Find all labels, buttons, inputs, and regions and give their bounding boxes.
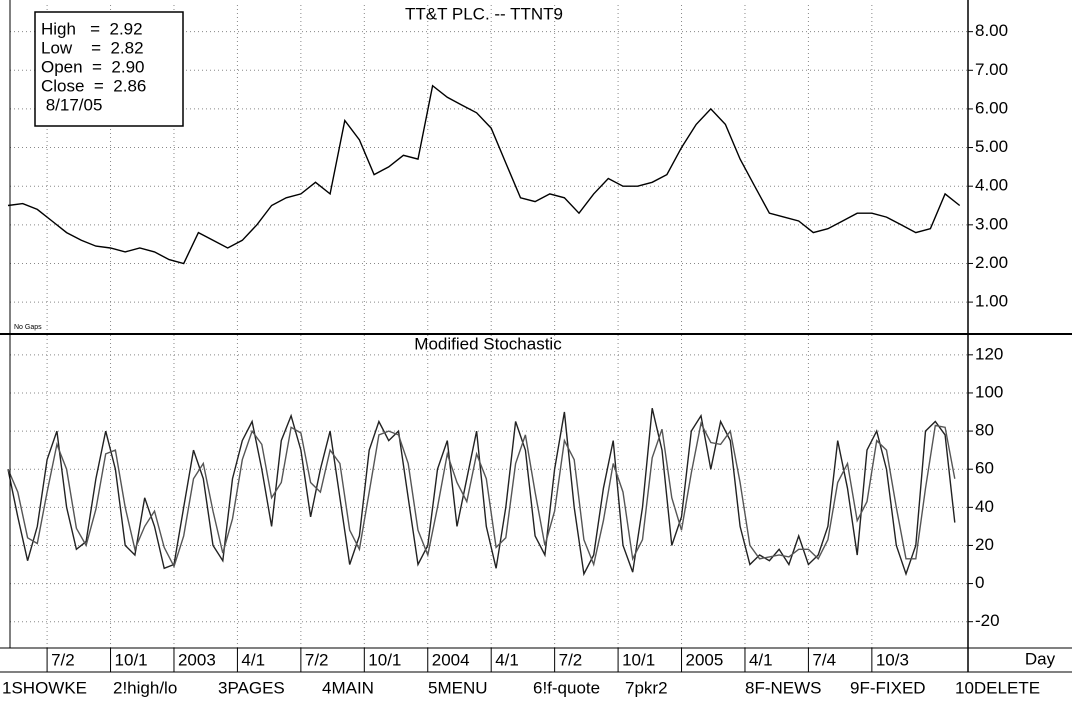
- y-tick-label: 2.00: [975, 253, 1008, 272]
- x-tick-label: 10/1: [368, 650, 401, 669]
- function-key[interactable]: 7pkr2: [625, 678, 668, 697]
- info-line: Low = 2.82: [41, 38, 144, 57]
- y-tick-label: -20: [975, 611, 1000, 630]
- function-key[interactable]: 1SHOWKE: [2, 678, 87, 697]
- function-key[interactable]: 2!high/lo: [113, 678, 177, 697]
- x-tick-label: 4/1: [749, 650, 773, 669]
- y-tick-label: 1.00: [975, 292, 1008, 311]
- function-key[interactable]: 3PAGES: [218, 678, 285, 697]
- x-tick-label: 10/1: [622, 650, 655, 669]
- x-tick-label: 7/2: [51, 650, 75, 669]
- screen: TT&T PLC. -- TTNT9 Modified Stochastic N…: [0, 0, 1072, 703]
- y-tick-label: 100: [975, 382, 1003, 401]
- y-tick-label: 4.00: [975, 176, 1008, 195]
- y-tick-label: 0: [975, 573, 984, 592]
- gaps-note: No Gaps: [14, 324, 42, 331]
- function-key[interactable]: 8F-NEWS: [745, 678, 822, 697]
- page: TT&T PLC. -- TTNT9 Modified Stochastic N…: [0, 0, 1072, 703]
- x-axis-label: Day: [1025, 649, 1056, 668]
- indicator-title: Modified Stochastic: [414, 334, 562, 353]
- function-key[interactable]: 5MENU: [428, 678, 488, 697]
- x-tick-label: 7/2: [559, 650, 583, 669]
- x-tick-label: 7/2: [305, 650, 329, 669]
- x-tick-label: 4/1: [241, 650, 265, 669]
- y-tick-label: 20: [975, 535, 994, 554]
- x-tick-label: 10/1: [115, 650, 148, 669]
- function-key[interactable]: 4MAIN: [322, 678, 374, 697]
- info-line: Close = 2.86: [41, 76, 146, 95]
- chart-title: TT&T PLC. -- TTNT9: [405, 4, 563, 23]
- function-key[interactable]: 10DELETE: [955, 678, 1040, 697]
- y-tick-label: 8.00: [975, 21, 1008, 40]
- x-tick-label: 2005: [686, 650, 724, 669]
- x-tick-label: 4/1: [495, 650, 519, 669]
- y-tick-label: 80: [975, 421, 994, 440]
- y-tick-label: 120: [975, 344, 1003, 363]
- y-tick-label: 60: [975, 459, 994, 478]
- info-line: High = 2.92: [41, 19, 143, 38]
- function-key[interactable]: 6!f-quote: [533, 678, 600, 697]
- x-tick-label: 2004: [432, 650, 470, 669]
- y-tick-label: 7.00: [975, 60, 1008, 79]
- info-line: 8/17/05: [41, 95, 102, 114]
- y-tick-label: 6.00: [975, 98, 1008, 117]
- x-tick-label: 10/3: [876, 650, 909, 669]
- info-line: Open = 2.90: [41, 57, 145, 76]
- y-tick-label: 3.00: [975, 214, 1008, 233]
- y-tick-label: 5.00: [975, 137, 1008, 156]
- y-tick-label: 40: [975, 497, 994, 516]
- x-tick-label: 7/4: [812, 650, 836, 669]
- x-tick-label: 2003: [178, 650, 216, 669]
- function-key[interactable]: 9F-FIXED: [850, 678, 926, 697]
